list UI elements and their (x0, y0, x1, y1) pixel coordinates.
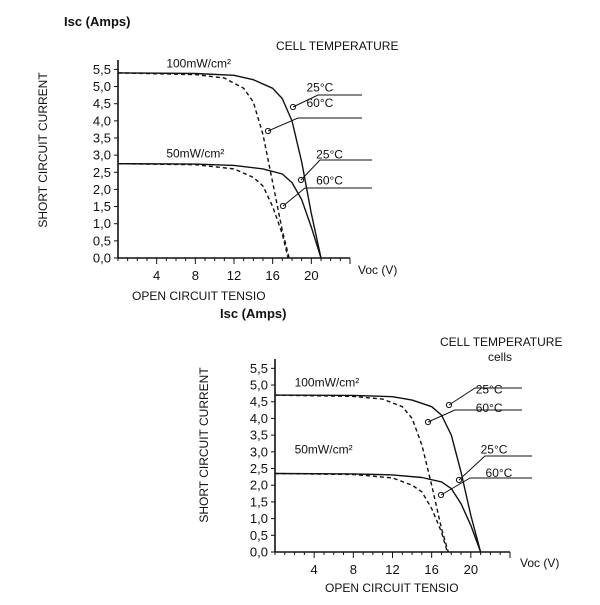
y-tick-label: 2,5 (93, 165, 111, 180)
irradiance-label: 100mW/cm² (295, 376, 360, 390)
irradiance-label: 50mW/cm² (295, 442, 353, 456)
irradiance-label: 50mW/cm² (166, 147, 224, 161)
x-axis-label: OPEN CIRCUIT TENSIO (132, 289, 266, 303)
partial-text: cells (488, 350, 512, 364)
leader-line (300, 159, 372, 181)
series-line-3 (117, 163, 322, 259)
temperature-label: 60°C (316, 173, 343, 187)
temperature-label: 25°C (481, 442, 508, 456)
y-tick-label: 2,0 (250, 478, 268, 493)
y-tick-label: 3,5 (250, 428, 268, 443)
x-tick-label: 8 (192, 268, 199, 283)
temperature-label: 25°C (476, 382, 503, 396)
leader-line (292, 94, 362, 108)
y-axis-title: Isc (Amps) (64, 14, 130, 29)
chart-panel-1: 4 8 12 16 20 0,0 0,5 1,0 1,5 2,0 2,5 3,0 3,5 4,0 4,5 5,… (36, 14, 398, 303)
y-tick-label: 3,0 (250, 444, 268, 459)
irradiance-label: 100mW/cm² (166, 57, 231, 71)
y-tick-label: 3,0 (93, 148, 111, 163)
y-tick-label: 4,5 (250, 394, 268, 409)
y-tick-label: 1,0 (93, 216, 111, 231)
y-tick-label: 5,5 (93, 62, 111, 77)
y-tick-label: 2,5 (250, 461, 268, 476)
series-line-4 (274, 472, 448, 553)
x-axis-unit: Voc (V) (358, 263, 397, 277)
series-line-3 (274, 472, 482, 553)
y-tick-label: 5,0 (250, 378, 268, 393)
y-tick-label: 0,5 (250, 528, 268, 543)
x-tick-label: 4 (153, 268, 160, 283)
x-tick-label: 20 (304, 268, 318, 283)
x-tick-label: 8 (350, 562, 357, 577)
temperature-label: 60°C (476, 401, 503, 415)
x-tick-label: 12 (385, 562, 399, 577)
chart-panel-2: 4 8 12 16 200,00,51,01,52,02,53,03,54,04,55,… (197, 306, 562, 595)
y-tick-label: 1,5 (93, 199, 111, 214)
leader-line (448, 387, 522, 406)
y-tick-label: 4,5 (93, 96, 111, 111)
y-tick-label: 0,5 (93, 233, 111, 248)
x-axis-label: OPEN CIRCUIT TENSIO (325, 581, 459, 595)
leader-line (458, 455, 532, 481)
y-tick-label: 1,5 (250, 494, 268, 509)
cell-temperature-title: CELL TEMPERATURE (276, 39, 398, 53)
y-tick-label: 0,0 (250, 545, 268, 560)
x-tick-label: 20 (464, 562, 478, 577)
series-line-1 (274, 394, 482, 553)
y-axis-label: SHORT CIRCUIT CURRENT (197, 367, 211, 523)
temperature-label: 60°C (486, 466, 513, 480)
y-axis-title: Isc (Amps) (220, 306, 286, 321)
x-tick-label: 12 (227, 268, 241, 283)
y-tick-label: 1,0 (250, 511, 268, 526)
leader-line (267, 117, 362, 132)
y-axis-label: SHORT CIRCUIT CURRENT (36, 72, 50, 228)
temperature-label: 25°C (307, 81, 334, 95)
cell-temperature-title: CELL TEMPERATURE (440, 335, 562, 349)
y-tick-label: 0,0 (93, 251, 111, 266)
series-line-2 (117, 72, 290, 259)
y-tick-label: 5,5 (250, 361, 268, 376)
x-tick-label: 4 (311, 562, 318, 577)
x-tick-label: 16 (265, 268, 279, 283)
y-tick-label: 4,0 (93, 113, 111, 128)
leader-line (427, 409, 522, 423)
temperature-label: 25°C (316, 148, 343, 162)
y-tick-label: 4,0 (250, 411, 268, 426)
y-tick-label: 2,0 (93, 182, 111, 197)
temperature-label: 60°C (307, 96, 334, 110)
leader-line (282, 187, 372, 207)
y-tick-label: 5,0 (93, 79, 111, 94)
y-tick-label: 3,5 (93, 131, 111, 146)
x-axis-unit: Voc (V) (520, 556, 559, 570)
series-line-4 (117, 163, 289, 259)
leader-line (440, 477, 532, 496)
x-tick-label: 16 (424, 562, 438, 577)
